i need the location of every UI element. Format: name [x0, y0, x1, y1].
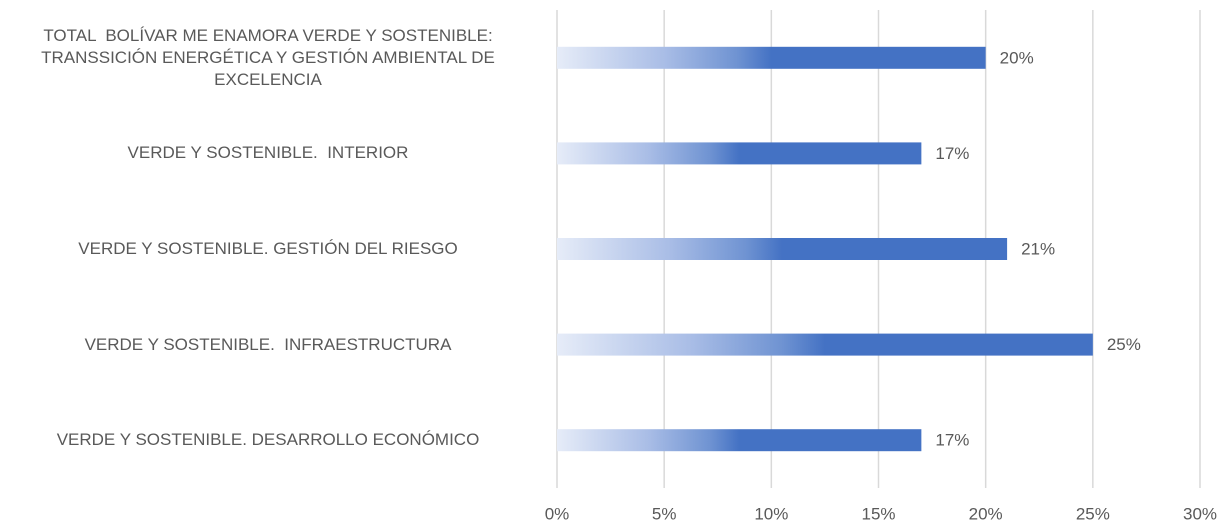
y-tick-label: VERDE Y SOSTENIBLE. INTERIOR [127, 143, 409, 163]
data-label: 17% [935, 431, 969, 450]
x-tick-label: 30% [1183, 504, 1217, 523]
data-label: 21% [1021, 239, 1055, 258]
y-tick-label: VERDE Y SOSTENIBLE. GESTIÓN DEL RIESGO [78, 239, 458, 258]
x-tick-label: 20% [969, 504, 1003, 523]
bar [557, 46, 986, 69]
x-tick-label: 15% [861, 504, 895, 523]
x-tick-label: 0% [545, 504, 570, 523]
data-label: 17% [935, 144, 969, 163]
y-tick-label: VERDE Y SOSTENIBLE. DESARROLLO ECONÓMICO [56, 430, 480, 450]
data-label: 20% [1000, 48, 1034, 67]
x-tick-label: 5% [652, 504, 677, 523]
y-tick-label: VERDE Y SOSTENIBLE. INFRAESTRUCTURA [84, 334, 452, 354]
bar [557, 333, 1093, 356]
y-tick-label: TOTAL BOLÍVAR ME ENAMORA VERDE Y SOSTENI… [41, 25, 500, 89]
x-tick-label: 10% [754, 504, 788, 523]
bar [557, 429, 922, 452]
x-tick-label: 25% [1076, 504, 1110, 523]
bar [557, 142, 922, 165]
bar [557, 238, 1008, 260]
data-label: 25% [1107, 335, 1141, 354]
